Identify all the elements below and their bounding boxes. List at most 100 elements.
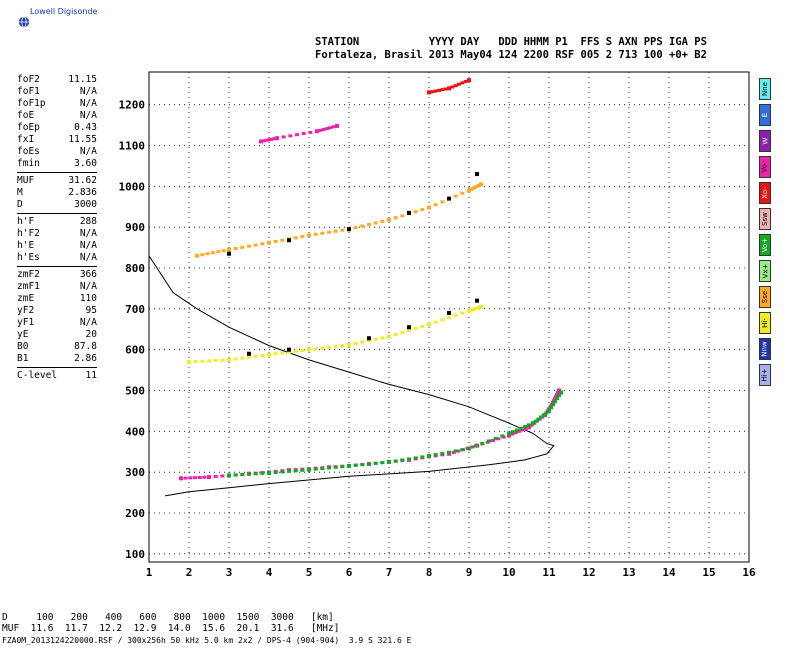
param-label: D	[17, 199, 23, 210]
param-label: M	[17, 187, 23, 198]
echo-point	[507, 431, 511, 436]
legend-item: Sse	[759, 286, 771, 308]
echo-point	[533, 419, 538, 423]
param-label: zmF2	[17, 269, 40, 280]
param-label: zmE	[17, 293, 35, 304]
echo-point	[427, 205, 431, 210]
echo-point	[353, 341, 358, 345]
param-value: N/A	[79, 98, 97, 109]
echo-point	[259, 139, 263, 144]
legend-label: Nne	[761, 82, 770, 96]
echo-point	[367, 462, 371, 466]
echo-point	[213, 475, 218, 479]
param-separator	[17, 367, 97, 368]
param-value: N/A	[79, 86, 97, 97]
param-row: foEp 0.43	[17, 122, 97, 134]
echo-point	[207, 359, 211, 363]
echo-point	[293, 236, 298, 240]
legend-label: Hi+	[761, 368, 770, 382]
echo-point	[333, 465, 338, 469]
x-tick-label: 9	[466, 566, 473, 579]
echo-point	[313, 467, 318, 471]
param-value: N/A	[79, 240, 97, 251]
echo-point	[456, 449, 461, 453]
header-values: Fortaleza, Brasil 2013 May04 124 2200 RS…	[315, 49, 707, 61]
echo-point	[205, 252, 210, 256]
y-tick-label: 1100	[119, 140, 146, 153]
echo-point	[470, 445, 475, 449]
echo-point	[554, 395, 558, 399]
x-tick-label: 1	[146, 566, 153, 579]
echo-point	[544, 411, 549, 415]
echo-point	[325, 127, 329, 131]
param-row: h'E N/A	[17, 240, 97, 252]
echo-point	[420, 324, 425, 328]
echo-point	[447, 316, 451, 320]
echo-point	[227, 247, 231, 252]
echo-point	[547, 408, 551, 413]
legend-label: Nnw	[761, 341, 769, 357]
echo-point	[519, 426, 523, 430]
echo-point	[433, 89, 438, 93]
legend-item: Nne	[759, 78, 771, 100]
x-tick-label: 2	[186, 566, 193, 579]
legend-label: Vo-	[761, 161, 769, 173]
x-tick-label: 14	[662, 566, 676, 579]
logo-text: Lowell Digisonde	[30, 7, 98, 16]
param-row: zmF2 366	[17, 269, 97, 281]
echo-point	[480, 441, 485, 445]
param-row: fxI 11.55	[17, 134, 97, 146]
echo-point	[430, 90, 435, 94]
echo-point	[240, 356, 245, 360]
param-row: h'F 288	[17, 216, 97, 228]
y-tick-label: 100	[125, 548, 145, 561]
echo-point	[447, 86, 451, 91]
x-tick-label: 10	[502, 566, 515, 579]
echo-point	[513, 431, 518, 435]
param-label: fxI	[17, 134, 35, 145]
echo-point	[280, 470, 285, 474]
echo-point	[267, 138, 271, 142]
echo-point	[247, 244, 251, 248]
globe-icon	[18, 16, 30, 28]
param-value: 2.86	[74, 353, 97, 364]
echo-point	[527, 425, 531, 430]
echo-point	[427, 453, 431, 458]
param-row: fmin 3.60	[17, 158, 97, 170]
echo-point	[253, 472, 258, 476]
echo-point	[523, 427, 528, 431]
echo-point	[453, 194, 458, 198]
echo-point	[347, 227, 351, 232]
legend-label: W	[760, 137, 769, 145]
x-tick-label: 12	[582, 566, 595, 579]
echo-point	[413, 210, 418, 214]
legend-item: Vx+	[759, 260, 771, 282]
param-value: N/A	[79, 228, 97, 239]
echo-point	[264, 138, 269, 142]
echo-point	[437, 88, 441, 92]
echo-point	[293, 349, 298, 353]
echo-point	[373, 461, 378, 465]
echo-point	[273, 239, 278, 243]
echo-point	[287, 238, 291, 243]
echo-point	[553, 400, 557, 404]
legend-item: Ssw	[759, 208, 771, 230]
param-row: foF1 N/A	[17, 86, 97, 98]
echo-point	[261, 139, 266, 143]
echo-point	[295, 133, 299, 137]
echo-point	[233, 357, 238, 361]
echo-point	[301, 132, 306, 136]
file-info-footer: FZA0M_2013124220000.RSF / 300x256h 50 kH…	[2, 636, 412, 645]
legend-item: Nnw	[759, 338, 771, 360]
echo-point	[413, 326, 418, 330]
param-row: foEs N/A	[17, 146, 97, 158]
param-value: 11	[85, 370, 97, 381]
param-value: 2.836	[68, 187, 97, 198]
param-value: 87.8	[74, 341, 97, 352]
y-tick-label: 400	[125, 425, 145, 438]
param-row: C-level 11	[17, 370, 97, 382]
param-label: foF1	[17, 86, 40, 97]
muf-table-muf: MUF 11.6 11.7 12.2 12.9 14.0 15.6 20.1 3…	[2, 623, 340, 634]
echo-point	[280, 238, 285, 242]
echo-point	[440, 200, 445, 204]
